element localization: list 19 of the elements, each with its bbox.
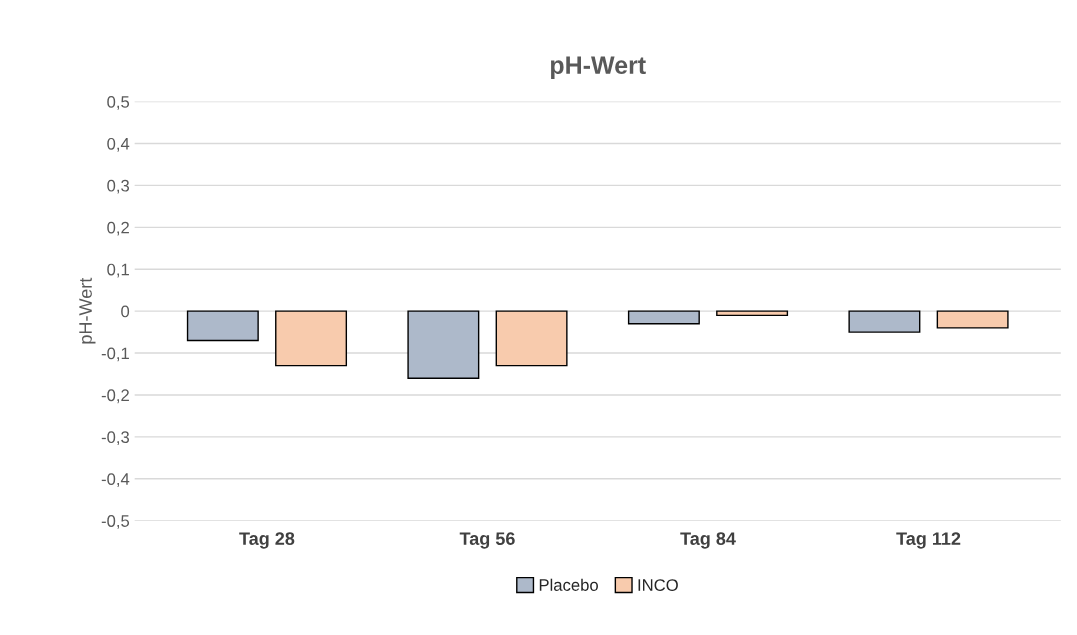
y-tick-label: -0,5: [101, 515, 130, 529]
y-tick-label: 0,3: [107, 179, 130, 194]
y-tick-label: 0: [121, 305, 130, 318]
legend-label: INCO: [638, 579, 678, 591]
y-axis-title: pH-Wert: [79, 277, 96, 344]
x-tick-label: Tag 84: [680, 532, 736, 549]
y-tick-label: -0,4: [101, 473, 130, 487]
chart-title: pH-Wert: [551, 56, 646, 80]
y-tick-label: 0,5: [107, 96, 130, 110]
legend-label: Placebo: [539, 578, 598, 591]
x-tick-label: Tag 112: [896, 532, 961, 549]
y-tick-label: -0,3: [101, 431, 130, 446]
y-tick-label: 0,2: [107, 221, 129, 236]
y-tick-label: -0,2: [101, 389, 129, 404]
y-tick-label: 0,4: [107, 137, 130, 152]
y-tick-label: 0,1: [107, 263, 129, 278]
x-tick-label: Tag 28: [239, 532, 295, 549]
y-tick-label: -0,1: [101, 347, 129, 362]
x-tick-label: Tag 56: [459, 532, 515, 549]
